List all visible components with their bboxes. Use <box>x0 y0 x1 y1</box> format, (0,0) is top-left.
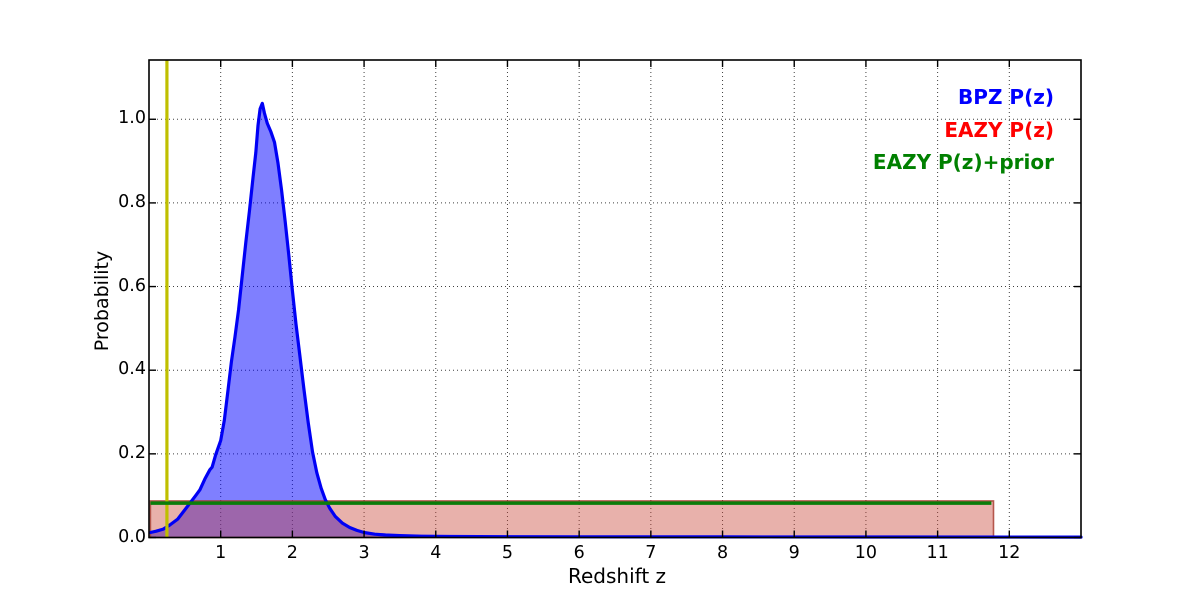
legend: BPZ P(z) EAZY P(z) EAZY P(z)+prior <box>873 81 1054 179</box>
x-tick-label: 5 <box>501 543 514 563</box>
bpz-area-fill <box>150 103 1081 538</box>
bpz-curve <box>148 101 1083 539</box>
y-tick-label: 0.6 <box>118 275 146 296</box>
y-tick-label: 0.2 <box>118 442 146 463</box>
x-tick-label: 12 <box>998 543 1021 563</box>
x-tick-label: 7 <box>645 543 657 563</box>
x-tick-label: 8 <box>716 543 729 563</box>
y-tick-label: 1.0 <box>118 108 146 129</box>
y-tick-label: 0.8 <box>118 191 146 212</box>
x-tick-label: 2 <box>286 543 298 563</box>
x-tick-label: 11 <box>926 543 949 563</box>
legend-entry-bpz: BPZ P(z) <box>958 85 1054 109</box>
x-axis-title: Redshift z <box>567 564 667 588</box>
legend-entry-eazy: EAZY P(z) <box>944 117 1054 142</box>
x-tick-label: 6 <box>573 543 585 563</box>
x-tick-label: 4 <box>430 543 442 563</box>
x-tick-label: 3 <box>358 543 370 563</box>
x-tick-label: 10 <box>854 543 878 563</box>
eazy-area-fill <box>149 500 995 539</box>
y-tick-label: 0.4 <box>118 359 146 380</box>
y-tick-label: 0.0 <box>118 526 146 547</box>
x-tick-label: 9 <box>788 543 800 563</box>
y-axis-title: Probability <box>91 250 113 352</box>
x-tick-label: 1 <box>215 543 227 563</box>
legend-entry-eazy-prior: EAZY P(z)+prior <box>872 150 1054 174</box>
axes-frame <box>148 59 1082 539</box>
